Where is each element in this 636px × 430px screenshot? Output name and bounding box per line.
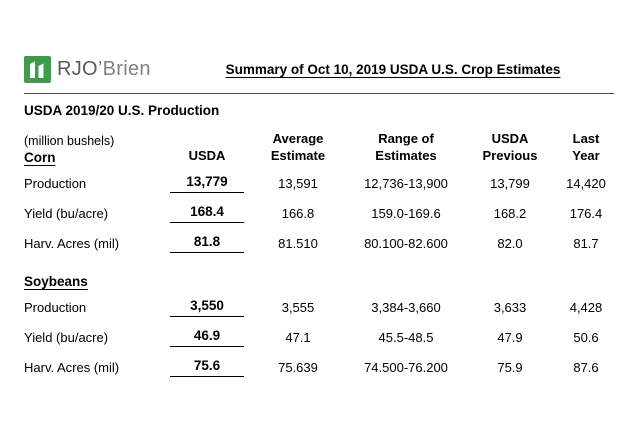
usda-previous-value: 75.9 [497, 359, 523, 375]
average-estimate-value: 3,555 [281, 299, 315, 315]
average-estimate-value: 81.510 [278, 235, 318, 251]
usda-previous-value: 47.9 [497, 329, 523, 345]
last-year-value: 4,428 [569, 299, 603, 315]
table-row-corn-harv-acres: Harv. Acres (mil) 81.8 81.510 80.100-82.… [24, 229, 614, 259]
report-header: RJO’Brien Summary of Oct 10, 2019 USDA U… [24, 56, 614, 83]
usda-previous-value: 13,799 [490, 175, 530, 191]
table-row-corn-yield: Yield (bu/acre) 168.4 166.8 159.0-169.6 … [24, 199, 614, 229]
average-estimate-value: 47.1 [285, 329, 311, 345]
usda-value-cell: 46.9 [168, 323, 246, 353]
logo-text-rjo: RJO [57, 58, 98, 80]
last-year-value: 81.7 [573, 235, 599, 251]
rjobrien-logo-icon [24, 56, 51, 83]
empty-cell [168, 272, 614, 293]
range-of-estimates-value: 74.500-76.200 [364, 359, 448, 375]
row-label: Harv. Acres (mil) [24, 235, 120, 251]
header-divider [24, 93, 614, 94]
row-label: Harv. Acres (mil) [24, 359, 120, 375]
usda-value: 168.4 [170, 204, 244, 223]
col-header-average-estimate: Average Estimate [246, 126, 350, 169]
usda-value: 3,550 [170, 298, 244, 317]
crop-estimates-table: (million bushels) Corn USDA Average Esti… [24, 126, 614, 383]
table-row-soybeans-production: Production 3,550 3,555 3,384-3,660 3,633… [24, 293, 614, 323]
col-header-line: Range of [378, 131, 434, 146]
usda-value-cell: 168.4 [168, 199, 246, 229]
col-header-range-of-estimates: Range of Estimates [350, 126, 462, 169]
section-title: USDA 2019/20 U.S. Production [24, 103, 220, 118]
table-row-corn-production: Production 13,779 13,591 12,736-13,900 1… [24, 169, 614, 199]
col-header-line: USDA [491, 131, 529, 146]
usda-value-cell: 13,779 [168, 169, 246, 199]
col-header-last-year: Last Year [558, 126, 614, 169]
col-header-line: Average [272, 131, 324, 146]
last-year-value: 50.6 [573, 329, 599, 345]
average-estimate-value: 166.8 [281, 205, 315, 221]
col-header-usda: USDA [188, 147, 226, 163]
col-header-line: Year [572, 147, 600, 163]
range-of-estimates-value: 3,384-3,660 [371, 299, 441, 315]
usda-value: 46.9 [170, 328, 244, 347]
header-cell-label-column: (million bushels) Corn [24, 126, 168, 169]
row-label: Yield (bu/acre) [24, 205, 109, 221]
usda-value-cell: 75.6 [168, 353, 246, 383]
average-estimate-value: 75.639 [278, 359, 318, 375]
last-year-value: 14,420 [566, 175, 606, 191]
usda-previous-value: 82.0 [497, 235, 523, 251]
col-header-usda-previous: USDA Previous [462, 126, 558, 169]
last-year-value: 176.4 [569, 205, 603, 221]
rjobrien-logo-text: RJO’Brien [57, 58, 151, 81]
col-header-line: Estimates [375, 147, 437, 163]
table-row-soybeans-harv-acres: Harv. Acres (mil) 75.6 75.639 74.500-76.… [24, 353, 614, 383]
usda-value: 13,779 [170, 174, 244, 193]
usda-previous-value: 3,633 [493, 299, 527, 315]
col-header-line: Estimate [270, 147, 326, 163]
usda-previous-value: 168.2 [493, 205, 527, 221]
range-of-estimates-value: 45.5-48.5 [378, 329, 434, 345]
group-label-soybeans: Soybeans [24, 273, 88, 289]
group-label-cell: Soybeans [24, 272, 168, 293]
usda-value: 81.8 [170, 234, 244, 253]
usda-value-cell: 81.8 [168, 229, 246, 259]
row-label: Production [24, 175, 87, 191]
table-row-soybeans-yield: Yield (bu/acre) 46.9 47.1 45.5-48.5 47.9… [24, 323, 614, 353]
usda-value-cell: 3,550 [168, 293, 246, 323]
usda-value: 75.6 [170, 358, 244, 377]
unit-note: (million bushels) [24, 133, 115, 148]
range-of-estimates-value: 159.0-169.6 [371, 205, 441, 221]
range-of-estimates-value: 12,736-13,900 [364, 175, 448, 191]
row-label: Yield (bu/acre) [24, 329, 109, 345]
col-header-line: Previous [482, 147, 538, 163]
logo-text-brien: ’Brien [97, 58, 151, 80]
table-header-row: (million bushels) Corn USDA Average Esti… [24, 126, 614, 169]
col-header-line: Last [572, 131, 600, 146]
last-year-value: 87.6 [573, 359, 599, 375]
range-of-estimates-value: 80.100-82.600 [364, 235, 448, 251]
rjobrien-logo: RJO’Brien [24, 56, 176, 83]
section-spacer [24, 259, 614, 272]
row-label: Production [24, 299, 87, 315]
report-title: Summary of Oct 10, 2019 USDA U.S. Crop E… [225, 62, 561, 77]
table-row-soybeans-label: Soybeans [24, 272, 614, 293]
average-estimate-value: 13,591 [278, 175, 318, 191]
group-label-corn: Corn [24, 149, 56, 165]
